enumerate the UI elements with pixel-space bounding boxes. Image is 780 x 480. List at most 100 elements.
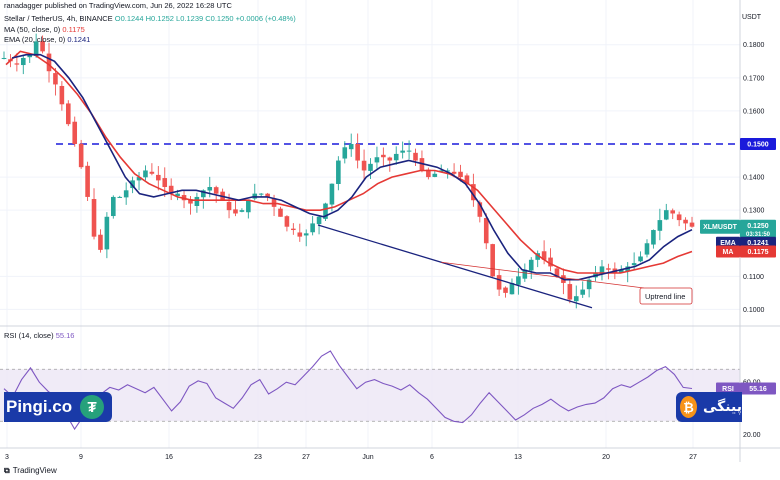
price-tick-label: 0.1000 — [743, 307, 765, 314]
candle-body — [336, 160, 341, 185]
candle-body — [580, 289, 585, 295]
candle-body — [374, 157, 380, 163]
candle-body — [683, 219, 688, 224]
candle-body — [316, 216, 322, 225]
candle-body — [194, 196, 200, 206]
candle-body — [670, 210, 676, 214]
candle-body — [663, 210, 669, 220]
candle-body — [59, 85, 65, 105]
price-tick-label: 0.1100 — [743, 274, 764, 281]
candle-body — [1, 57, 7, 59]
rsi-band — [0, 369, 740, 422]
candle-body — [201, 190, 206, 198]
tradingview-logo[interactable]: ⧉ TradingView — [4, 466, 57, 476]
symbol-title: Stellar / TetherUS, 4h, BINANCE — [4, 14, 113, 23]
price-tick-label: 0.1600 — [743, 108, 765, 115]
candle-body — [477, 202, 483, 217]
candle-body — [246, 200, 251, 213]
candle-body — [136, 177, 142, 181]
publish-info: ranadagger published on TradingView.com,… — [4, 1, 232, 10]
candle-body — [258, 193, 264, 195]
pingi-watermark: Pingi.co ₮ — [4, 392, 113, 422]
rsi-legend[interactable]: RSI (14, close) 55.16 — [4, 331, 74, 340]
candle-body — [46, 53, 52, 72]
rsi-legend-label: RSI (14, close) — [4, 331, 54, 340]
candle-body — [162, 178, 168, 188]
candle-body — [297, 232, 303, 237]
resistance-price-label: 0.1500 — [747, 141, 769, 148]
countdown-label: 03:31:50 — [746, 232, 771, 238]
tradingview-text: TradingView — [12, 466, 57, 475]
tether-icon: ₮ — [80, 395, 105, 419]
symbol-info[interactable]: Stellar / TetherUS, 4h, BINANCE O0.1244 … — [4, 14, 296, 23]
uptrend-annotation[interactable]: Uptrend line — [639, 287, 693, 305]
uptrend-line[interactable] — [317, 224, 593, 309]
candle-body — [348, 143, 354, 150]
pingi-text: Pingi.co — [6, 397, 73, 416]
time-tick-label: 27 — [689, 454, 697, 461]
candle-body — [445, 170, 450, 172]
candle-body — [638, 256, 643, 262]
candle-body — [406, 150, 412, 152]
candle-body — [368, 163, 373, 171]
candle-body — [438, 170, 444, 172]
time-tick-label: 6 — [430, 454, 434, 461]
candle-body — [413, 152, 418, 161]
time-axis[interactable]: 3 9 16 23 27 Jun 6 13 20 27 — [5, 454, 697, 461]
candle-body — [323, 203, 328, 219]
price-tick-label: 0.1300 — [743, 208, 765, 215]
candle-body — [483, 218, 489, 244]
ema-legend[interactable]: EMA (20, close, 0) 0.1241 — [4, 35, 90, 44]
candle-body — [188, 199, 193, 204]
uptrend-pointer — [441, 261, 645, 289]
ma-price-label: 0.1175 — [747, 249, 768, 256]
candle-body — [20, 57, 26, 66]
candle-body — [522, 269, 528, 279]
candle-body — [432, 173, 438, 177]
time-tick-label: 13 — [514, 454, 522, 461]
rsi-value-bg — [740, 382, 776, 395]
ma-price-tag: MA — [723, 249, 734, 256]
ema-price-tag: EMA — [720, 240, 736, 247]
time-tick-label: 9 — [79, 454, 83, 461]
rsi-tick-label: 20.00 — [743, 432, 761, 439]
price-label-bg — [740, 245, 776, 258]
candle-body — [381, 154, 386, 158]
candle-body — [586, 279, 592, 290]
candle-body — [143, 170, 148, 178]
candle-body — [567, 284, 573, 300]
candle-body — [689, 222, 695, 227]
candle-body — [233, 209, 238, 214]
rsi-legend-value: 55.16 — [55, 331, 75, 340]
candle-body — [676, 214, 682, 221]
candle-body — [168, 185, 174, 194]
candle-body — [291, 228, 296, 231]
candle-body — [573, 296, 579, 302]
chart-header: ranadagger published on TradingView.com,… — [0, 0, 740, 62]
candle-body — [554, 268, 560, 277]
price-labels: 0.1500 XLMUSDT 0.1250 03:31:50 EMA 0.1241 MA 0.… — [700, 137, 776, 258]
rsi-axis-value: 55.16 — [749, 386, 767, 393]
candle-body — [329, 183, 335, 205]
candle-body — [27, 54, 33, 58]
candle-body — [361, 160, 367, 171]
ma-legend[interactable]: MA (50, close, 0) 0.1175 — [4, 25, 85, 34]
candle-body — [78, 143, 84, 168]
candle-body — [85, 165, 90, 197]
price-label-bg — [716, 245, 740, 258]
rsi-value-label: RSI 55.16 — [716, 382, 776, 395]
candle-body — [631, 263, 637, 266]
candle-body — [400, 150, 405, 153]
candle-body — [509, 282, 515, 295]
price-axis[interactable]: 0.1800 0.1700 0.1600 0.1400 0.1300 0.1100 0.10… — [743, 42, 765, 314]
candle-body — [91, 199, 97, 237]
rsi-line — [3, 350, 693, 431]
candle-body — [490, 244, 495, 277]
candle-body — [426, 169, 431, 178]
price-tick-label: 0.1700 — [743, 75, 765, 82]
ema-legend-label: EMA (20, close, 0) — [4, 35, 66, 44]
candle-body — [651, 230, 656, 245]
time-tick-label: 3 — [5, 454, 9, 461]
candle-body — [72, 121, 78, 144]
